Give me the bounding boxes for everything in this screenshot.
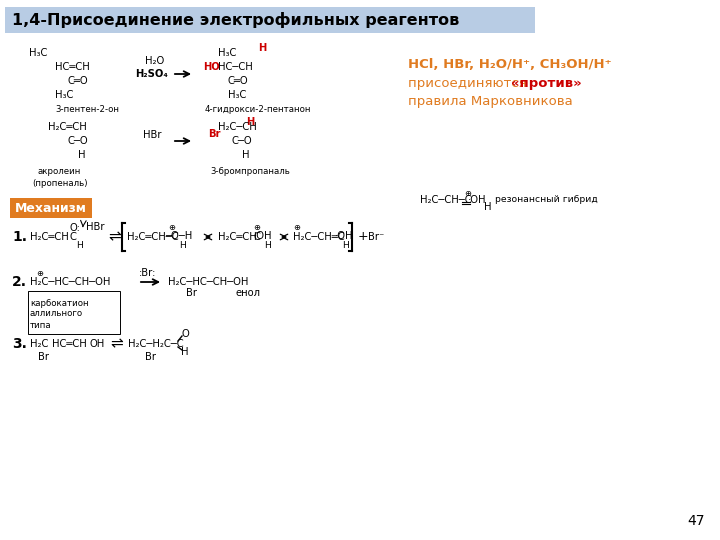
Text: H₂C─CH─C: H₂C─CH─C xyxy=(420,195,472,205)
Text: H₂C─HC─CH─OH: H₂C─HC─CH─OH xyxy=(168,277,248,287)
Text: Br: Br xyxy=(186,288,197,298)
Text: H: H xyxy=(179,240,186,249)
Text: H₂C═CH: H₂C═CH xyxy=(48,122,86,132)
Text: O: O xyxy=(181,329,189,339)
Text: 1,4-Присоединение электрофильных реагентов: 1,4-Присоединение электрофильных реагент… xyxy=(12,12,459,28)
Text: HC═CH: HC═CH xyxy=(52,339,86,349)
Text: Br⁻: Br⁻ xyxy=(368,232,384,242)
Text: +: + xyxy=(358,231,369,244)
Text: H: H xyxy=(342,240,349,249)
Text: H: H xyxy=(246,117,254,127)
Bar xyxy=(5,7,535,33)
Text: H₃C: H₃C xyxy=(29,48,48,58)
Text: C: C xyxy=(254,232,261,242)
Text: присоединяются: присоединяются xyxy=(408,77,531,90)
Text: ·OH: ·OH xyxy=(335,231,354,241)
Text: H: H xyxy=(264,240,271,249)
Text: H₂C═CH─C: H₂C═CH─C xyxy=(127,232,179,242)
Text: 2.: 2. xyxy=(12,275,27,289)
Text: H₂O: H₂O xyxy=(145,56,165,66)
Text: (пропеналь): (пропеналь) xyxy=(32,179,88,187)
Text: 4-гидрокси-2-пентанон: 4-гидрокси-2-пентанон xyxy=(205,105,312,113)
Text: H₂C─CH═C: H₂C─CH═C xyxy=(293,232,345,242)
Text: H₃C: H₃C xyxy=(55,90,73,100)
Text: Br: Br xyxy=(208,129,220,139)
Text: C─O: C─O xyxy=(232,136,253,146)
Text: ⊕: ⊕ xyxy=(37,268,43,278)
Text: «против»: «против» xyxy=(511,77,582,90)
Text: ⊕: ⊕ xyxy=(253,224,261,233)
Text: ·OH: ·OH xyxy=(468,195,487,205)
Text: 3-пентен-2-он: 3-пентен-2-он xyxy=(55,105,119,113)
Text: H: H xyxy=(181,347,189,357)
Text: H₂C═CH: H₂C═CH xyxy=(218,232,257,242)
Text: ⊕: ⊕ xyxy=(168,224,176,233)
Text: аллильного: аллильного xyxy=(30,309,83,319)
Text: HBr: HBr xyxy=(86,222,104,232)
Text: ·OH: ·OH xyxy=(254,231,272,241)
Text: H₃C: H₃C xyxy=(228,90,246,100)
Text: H₂SO₄: H₂SO₄ xyxy=(135,69,168,79)
Bar xyxy=(10,198,92,218)
Text: ⊕: ⊕ xyxy=(464,188,472,198)
Text: C═O: C═O xyxy=(68,76,89,86)
Text: типа: типа xyxy=(30,321,52,329)
Text: Br: Br xyxy=(145,352,156,362)
Text: O:: O: xyxy=(70,223,81,233)
Text: HCl, HBr, H₂O/H⁺, CH₃OH/H⁺: HCl, HBr, H₂O/H⁺, CH₃OH/H⁺ xyxy=(408,58,611,71)
Bar xyxy=(28,291,120,334)
Text: C═O: C═O xyxy=(228,76,248,86)
Text: Br: Br xyxy=(38,352,49,362)
Text: H₂C: H₂C xyxy=(30,339,48,349)
Text: ─O─H: ─O─H xyxy=(165,231,192,241)
Text: H: H xyxy=(76,240,83,249)
Text: H: H xyxy=(484,202,492,212)
Text: H₂C─HC─CH─OH: H₂C─HC─CH─OH xyxy=(30,277,110,287)
Text: HC═CH: HC═CH xyxy=(55,62,90,72)
Text: C: C xyxy=(70,232,77,242)
Text: Механизм: Механизм xyxy=(15,201,87,214)
Text: H: H xyxy=(78,150,86,160)
Text: 3-бромпропаналь: 3-бромпропаналь xyxy=(210,166,290,176)
Text: H₂C═CH: H₂C═CH xyxy=(30,232,68,242)
Text: 3.: 3. xyxy=(12,337,27,351)
Text: 1.: 1. xyxy=(12,230,27,244)
Text: C─O: C─O xyxy=(68,136,89,146)
Text: карбокатион: карбокатион xyxy=(30,299,89,307)
Text: резонансный гибрид: резонансный гибрид xyxy=(495,195,598,205)
Text: акролеин: акролеин xyxy=(38,166,81,176)
Text: ⇌: ⇌ xyxy=(110,336,122,352)
Text: HBr: HBr xyxy=(143,130,161,140)
Text: ⊕: ⊕ xyxy=(293,224,300,233)
Text: H₂C─CH: H₂C─CH xyxy=(218,122,257,132)
Text: правила Марковникова: правила Марковникова xyxy=(408,94,572,107)
Text: H₃C: H₃C xyxy=(218,48,236,58)
Text: :Br:: :Br: xyxy=(139,268,157,278)
Text: HO: HO xyxy=(203,62,220,72)
Text: H₂C─H₂C─C: H₂C─H₂C─C xyxy=(128,339,184,349)
Text: H: H xyxy=(258,43,266,53)
Text: 47: 47 xyxy=(688,514,705,528)
Text: HC─CH: HC─CH xyxy=(218,62,253,72)
Text: OH: OH xyxy=(90,339,105,349)
Text: ⇌: ⇌ xyxy=(108,230,121,245)
Text: H: H xyxy=(242,150,250,160)
Text: енол: енол xyxy=(236,288,261,298)
